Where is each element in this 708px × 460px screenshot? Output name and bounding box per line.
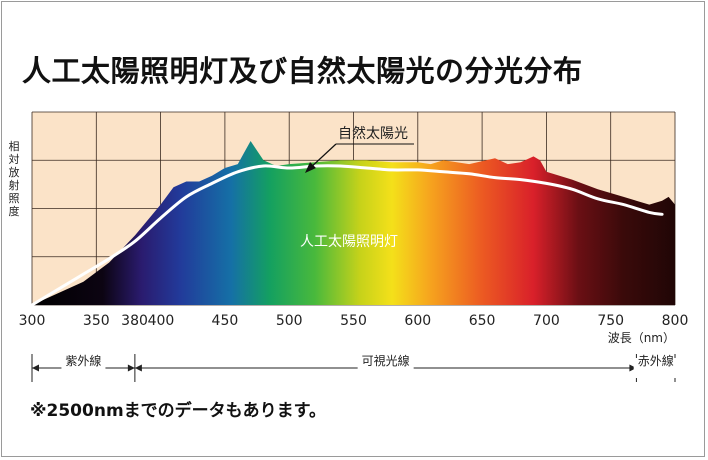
x-tick-label: 550 — [340, 313, 367, 329]
band-label-bg — [357, 358, 414, 378]
band-label-bg — [633, 358, 678, 378]
band-arrowhead — [629, 364, 637, 372]
x-axis-ticks: 300 350 380 400 450 500 550 600 650 700 750 800 — [19, 313, 689, 329]
x-tick-label: 450 — [212, 313, 239, 329]
x-tick-label: 700 — [533, 313, 560, 329]
x-axis-label: 波長（nm） — [608, 331, 675, 345]
x-tick-label: 350 — [83, 313, 110, 329]
x-tick-label: 800 — [662, 313, 689, 329]
curve-layer — [30, 164, 664, 307]
band-arrowhead — [134, 364, 142, 372]
x-tick-label: 750 — [597, 313, 624, 329]
artificial-light-spectrum-area — [32, 141, 675, 305]
band-label-bg — [61, 358, 106, 378]
band-arrowhead — [32, 364, 39, 372]
band-label: 紫外線 — [65, 353, 101, 368]
natural-sunlight-curve — [30, 164, 664, 307]
natural-light-pointer-head — [305, 162, 316, 173]
page-title: 人工太陽照明灯及び自然太陽光の分光分布 — [22, 54, 583, 88]
x-tick-label: 380 — [121, 313, 148, 329]
x-tick-label: 600 — [404, 313, 431, 329]
artificial-light-annotation: 人工太陽照明灯 — [300, 234, 398, 250]
footnote: ※2500nmまでのデータもあります。 — [30, 401, 326, 421]
x-tick-label: 500 — [276, 313, 303, 329]
y-axis-label: 相対放射照度 — [8, 140, 20, 218]
spectrum-fill-layer — [32, 141, 675, 305]
band-label: 可視光線 — [362, 353, 410, 368]
x-tick-label: 400 — [148, 313, 175, 329]
x-tick-label: 300 — [19, 313, 46, 329]
band-label: 赤外線 — [638, 353, 674, 368]
band-arrowhead — [127, 364, 135, 372]
x-tick-label: 650 — [469, 313, 496, 329]
wavelength-bands: 紫外線 可視光線 赤外線 — [31, 353, 678, 382]
natural-light-annotation: 自然太陽光 — [338, 125, 408, 142]
